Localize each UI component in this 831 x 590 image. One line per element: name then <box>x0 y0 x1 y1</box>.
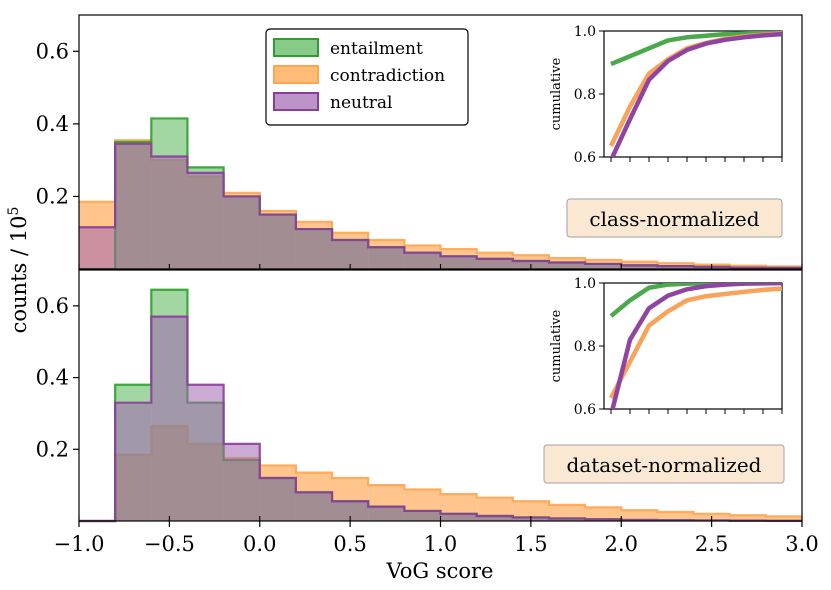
cumulative-line-entailment <box>609 283 782 318</box>
x-axis: −1.0 −0.5 0.0 0.5 1.0 1.5 2.0 2.5 3.0 <box>54 521 819 556</box>
bar-neutral <box>79 227 116 269</box>
bar-contradiction <box>548 504 586 521</box>
cumulative-line-neutral <box>610 283 782 409</box>
inset-frame <box>603 282 783 410</box>
x-tick-label: 2.0 <box>605 532 638 556</box>
legend-swatch-entailment <box>273 38 319 57</box>
bar-neutral <box>368 506 405 521</box>
x-tick-label: 0.5 <box>333 532 366 556</box>
histogram-neutral <box>79 315 802 523</box>
inset-y-tick-label: 0.6 <box>574 150 596 166</box>
y-axis-title: counts / 105 <box>6 207 31 334</box>
x-tick-label: 3.0 <box>785 532 818 556</box>
bar-neutral <box>115 143 152 269</box>
inset-y-tick-label: 0.8 <box>574 87 596 103</box>
inset-y-axis-title: cumulative <box>549 57 564 130</box>
bar-neutral <box>404 510 441 521</box>
bar-neutral <box>151 156 188 269</box>
bar-neutral <box>259 214 296 269</box>
bar-neutral <box>440 513 477 521</box>
bar-neutral <box>115 402 152 521</box>
bar-neutral <box>187 384 224 521</box>
panels-group: 0.2 0.4 0.6 class-normalized 0.6 0.8 1.0 cumula… <box>36 14 803 523</box>
inset-y-tick-label: 0.6 <box>574 402 596 418</box>
bar-neutral <box>476 515 513 521</box>
bar-neutral <box>295 229 333 269</box>
y-tick-label: 0.6 <box>36 294 69 318</box>
inset-y-tick-label: 1.0 <box>574 24 596 40</box>
bar-neutral <box>332 501 369 521</box>
y-tick-label: 0.6 <box>36 39 69 63</box>
y-axis-title-exponent: 5 <box>6 207 22 216</box>
x-tick-label: 1.5 <box>514 532 547 556</box>
bar-neutral <box>440 256 477 269</box>
legend-label-entailment: entailment <box>330 39 423 59</box>
bar-neutral <box>295 492 333 521</box>
y-tick-label: 0.2 <box>36 437 69 461</box>
bar-neutral <box>404 252 441 269</box>
bar-neutral <box>187 172 224 269</box>
x-tick-label: 2.5 <box>695 532 728 556</box>
cumulative-line-entailment <box>610 31 782 67</box>
bar-neutral <box>657 266 694 269</box>
panel-2: 0.2 0.4 0.6 dataset-normalized 0.6 0.8 1.0 cumu… <box>36 269 803 523</box>
x-tick-label: −1.0 <box>54 532 105 556</box>
bar-contradiction <box>512 501 549 521</box>
inset-y-tick-label: 0.8 <box>574 339 596 355</box>
bar-neutral <box>151 316 188 521</box>
x-tick-label: −0.5 <box>144 532 195 556</box>
bar-neutral <box>621 265 658 269</box>
bar-neutral <box>223 443 260 521</box>
bar-neutral <box>223 196 260 269</box>
bar-contradiction <box>657 512 694 521</box>
histogram-neutral <box>79 142 802 270</box>
bar-neutral <box>476 258 513 269</box>
inset-cumulative: 0.6 0.8 1.0 cumulative <box>549 24 783 166</box>
legend-label-contradiction: contradiction <box>330 66 445 86</box>
inset-y-tick-label: 1.0 <box>574 276 596 292</box>
bar-neutral <box>259 477 296 521</box>
bar-neutral <box>368 247 405 269</box>
step-outline-neutral <box>79 315 802 523</box>
x-tick-label: 1.0 <box>424 532 457 556</box>
inset-y-axis-title: cumulative <box>549 309 564 382</box>
step-outline-neutral <box>79 142 802 270</box>
normalization-label: class-normalized <box>589 207 759 231</box>
cumulative-line-contradiction <box>609 286 782 400</box>
y-axis-title-base: counts / 10 <box>7 216 31 334</box>
inset-cumulative: 0.6 0.8 1.0 cumulative <box>549 276 783 418</box>
x-tick-label: 0.0 <box>243 532 276 556</box>
normalization-label-box <box>566 198 783 238</box>
bar-contradiction <box>765 516 802 521</box>
bar-neutral <box>548 262 586 269</box>
bar-contradiction <box>621 510 658 521</box>
cumulative-line-neutral <box>609 31 782 157</box>
bar-contradiction <box>585 507 622 521</box>
bar-contradiction <box>729 515 766 521</box>
y-tick-label: 0.4 <box>36 366 69 390</box>
y-tick-label: 0.4 <box>36 112 69 136</box>
normalization-label: dataset-normalized <box>567 453 762 477</box>
y-tick-label: 0.2 <box>36 184 69 208</box>
bar-neutral <box>585 263 622 269</box>
legend-swatch-contradiction <box>273 65 319 84</box>
normalization-label-box <box>543 444 785 484</box>
bar-neutral <box>548 518 586 521</box>
legend-swatch-neutral <box>273 92 319 111</box>
legend-label-neutral: neutral <box>330 93 393 113</box>
panel-1: 0.2 0.4 0.6 class-normalized 0.6 0.8 1.0 cumula… <box>36 14 803 271</box>
legend: entailment contradiction neutral <box>265 28 469 126</box>
x-axis-title: VoG score <box>386 559 494 583</box>
